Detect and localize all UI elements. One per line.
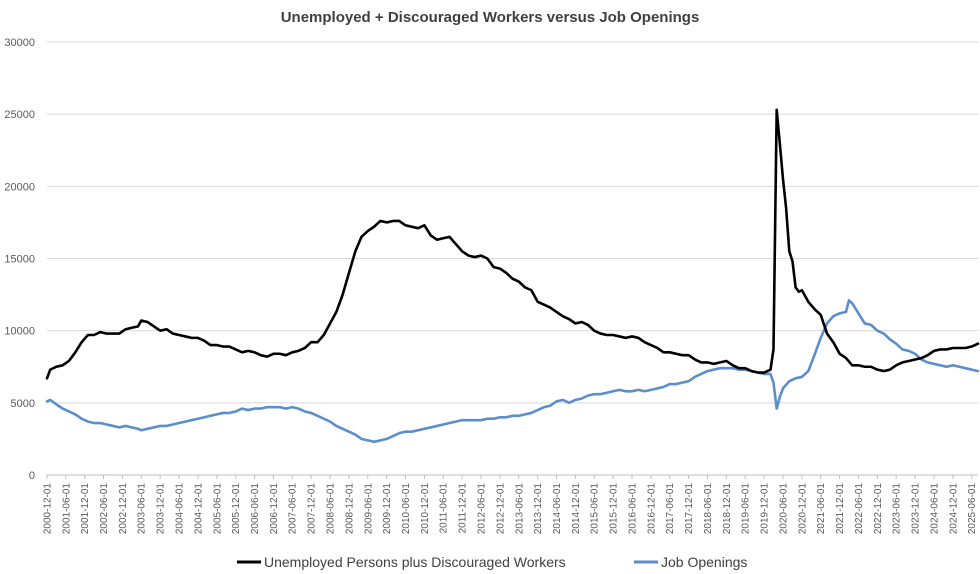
x-tick-label: 2013-06-01 (514, 483, 525, 535)
x-tick-label: 2011-12-01 (458, 483, 469, 534)
x-tick-label: 2020-06-01 (778, 483, 789, 535)
legend-label-unemployed: Unemployed Persons plus Discouraged Work… (264, 554, 566, 570)
y-tick-label: 5000 (11, 398, 35, 410)
y-tick-label: 20000 (4, 181, 35, 193)
x-tick-label: 2010-06-01 (401, 483, 412, 535)
y-tick-label: 30000 (4, 37, 35, 49)
y-tick-label: 15000 (4, 254, 35, 266)
x-tick-label: 2010-12-01 (420, 483, 431, 535)
x-axis-ticks: 2000-12-01 2001-06-01 2001-12-01 2002-06-01… (43, 475, 978, 535)
x-tick-label: 2006-06-01 (250, 483, 261, 535)
x-tick-label: 2006-12-01 (269, 483, 280, 535)
x-tick-label: 2015-12-01 (609, 483, 620, 535)
x-tick-label: 2009-12-01 (382, 483, 393, 535)
x-tick-label: 2004-12-01 (193, 483, 204, 535)
x-tick-label: 2017-06-01 (665, 483, 676, 535)
x-tick-label: 2012-12-01 (495, 483, 506, 535)
x-tick-label: 2004-06-01 (175, 483, 186, 535)
x-tick-label: 2025-06-01 (967, 483, 978, 535)
x-tick-label: 2018-06-01 (703, 483, 714, 535)
x-tick-label: 2019-12-01 (760, 483, 771, 535)
x-tick-label: 2016-12-01 (646, 483, 657, 535)
x-tick-label: 2024-12-01 (948, 483, 959, 535)
series-line-job-openings (45, 299, 980, 444)
series-line-unemployed-discouraged (45, 108, 980, 380)
x-tick-label: 2020-12-01 (797, 483, 808, 535)
x-tick-label: 2001-12-01 (80, 483, 91, 535)
x-tick-label: 2023-12-01 (911, 483, 922, 535)
x-tick-label: 2008-12-01 (344, 483, 355, 535)
x-tick-label: 2023-06-01 (892, 483, 903, 535)
x-tick-label: 2001-06-01 (61, 483, 72, 535)
x-tick-label: 2002-12-01 (118, 483, 129, 535)
x-tick-label: 2005-06-01 (212, 483, 223, 535)
x-tick-label: 2022-06-01 (854, 483, 865, 535)
x-tick-label: 2012-06-01 (477, 483, 488, 535)
x-tick-label: 2003-06-01 (137, 483, 148, 535)
x-tick-label: 2021-06-01 (816, 483, 827, 535)
x-tick-label: 2007-06-01 (288, 483, 299, 535)
x-tick-label: 2024-06-01 (929, 483, 940, 535)
chart-title: Unemployed + Discouraged Workers versus … (281, 9, 700, 26)
x-tick-label: 2015-06-01 (590, 483, 601, 535)
y-tick-label: 25000 (4, 109, 35, 121)
x-tick-label: 2014-12-01 (571, 483, 582, 535)
x-tick-label: 2022-12-01 (873, 483, 884, 535)
x-tick-label: 2000-12-01 (43, 483, 54, 535)
x-tick-label: 2021-12-01 (835, 483, 846, 535)
x-tick-label: 2017-12-01 (684, 483, 695, 535)
x-tick-label: 2013-12-01 (533, 483, 544, 535)
x-tick-label: 2019-06-01 (741, 483, 752, 535)
x-tick-label: 2014-06-01 (552, 483, 563, 535)
x-tick-label: 2009-06-01 (363, 483, 374, 535)
y-axis-ticks: 0 5000 10000 15000 20000 25000 30000 (4, 37, 35, 482)
y-tick-label: 10000 (4, 326, 35, 338)
x-tick-label: 2016-06-01 (628, 483, 639, 535)
legend-label-job-openings: Job Openings (661, 554, 747, 570)
x-tick-label: 2008-06-01 (326, 483, 337, 535)
legend: Unemployed Persons plus Discouraged Work… (237, 554, 747, 570)
x-tick-label: 2003-12-01 (156, 483, 167, 535)
y-tick-label: 0 (29, 470, 35, 482)
series-lines (45, 108, 980, 444)
x-tick-label: 2002-06-01 (99, 483, 110, 535)
gridlines (47, 41, 978, 476)
x-tick-label: 2005-12-01 (231, 483, 242, 535)
x-tick-label: 2011-06-01 (439, 483, 450, 534)
x-tick-label: 2007-12-01 (307, 483, 318, 535)
x-tick-label: 2018-12-01 (722, 483, 733, 535)
